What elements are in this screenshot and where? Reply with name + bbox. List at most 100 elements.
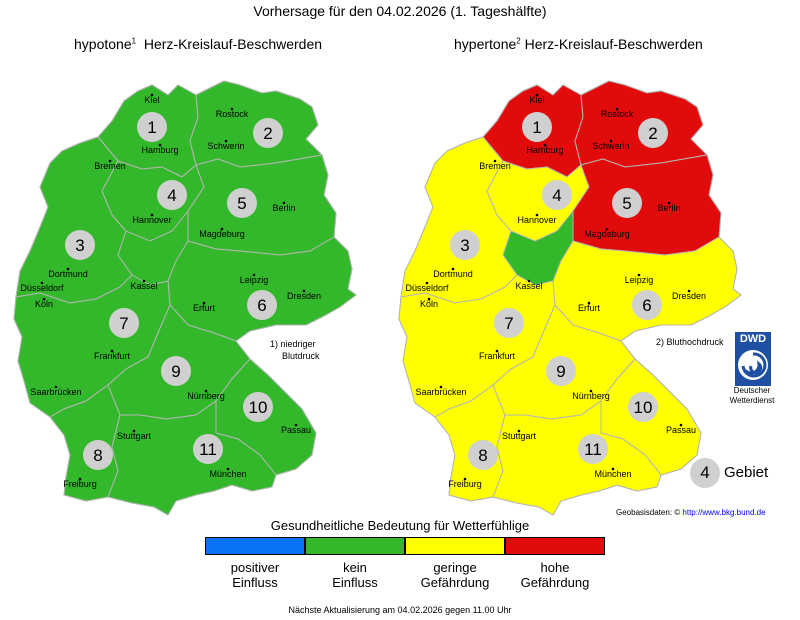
region-badge — [227, 188, 257, 218]
dwd-caption: Deutscher Wetterdienst — [712, 386, 792, 406]
city-marker — [142, 279, 146, 283]
footnote-line: Blutdruck — [282, 351, 320, 361]
city-marker — [42, 297, 46, 301]
city-marker — [132, 429, 136, 433]
region-badge — [628, 392, 658, 422]
city-marker — [495, 349, 499, 353]
city-label: Nürnberg — [187, 391, 225, 401]
legend-label-line: Gefährdung — [420, 575, 490, 590]
city-marker — [589, 389, 593, 393]
legend-label-line: hohe — [540, 560, 570, 575]
city-marker — [587, 301, 591, 305]
region-number: 5 — [237, 194, 246, 213]
region-badge — [193, 434, 223, 464]
city-marker — [637, 273, 641, 277]
dwd-swirl-icon — [738, 350, 768, 380]
city-marker — [224, 139, 228, 143]
city-label: Dortmund — [433, 269, 473, 279]
city-marker — [451, 267, 455, 271]
city-marker — [110, 349, 114, 353]
region-badge — [542, 180, 572, 210]
footnote-hypertone: 2) Bluthochdruck — [656, 337, 724, 347]
legend-label-line: geringe — [433, 560, 477, 575]
city-marker — [425, 281, 429, 285]
region-number: 6 — [642, 296, 651, 315]
city-label: Saarbrücken — [30, 387, 81, 397]
city-label: München — [594, 469, 631, 479]
city-label: München — [209, 469, 246, 479]
city-label: Nürnberg — [572, 391, 610, 401]
region-badge — [83, 440, 113, 470]
city-marker — [517, 429, 521, 433]
geodata-link[interactable]: http://www.bkg.bund.de — [682, 508, 766, 517]
city-label: Dresden — [287, 291, 321, 301]
city-marker — [230, 107, 234, 111]
city-label: Leipzig — [240, 275, 269, 285]
city-marker — [527, 279, 531, 283]
region-badge — [243, 392, 273, 422]
city-label: Magdeburg — [584, 229, 630, 239]
page-title: Vorhersage für den 04.02.2026 (1. Tagesh… — [253, 3, 547, 19]
region-badge — [494, 308, 524, 338]
legend-label: kein Einfluss — [305, 560, 405, 590]
legend-title: Gesundheitliche Bedeutung für Wetterfühl… — [270, 518, 530, 533]
city-marker — [609, 139, 613, 143]
region-number: 8 — [478, 446, 487, 465]
city-marker — [78, 477, 82, 481]
city-marker — [687, 289, 691, 293]
dwd-logo: DWD — [735, 332, 771, 386]
city-marker — [493, 159, 497, 163]
city-marker — [54, 385, 58, 389]
city-marker — [204, 389, 208, 393]
legend-swatch — [305, 537, 405, 555]
city-marker — [40, 281, 44, 285]
legend-label-line: Einfluss — [332, 575, 378, 590]
region-badge — [450, 230, 480, 260]
region-number: 10 — [249, 398, 268, 417]
region-badge — [161, 356, 191, 386]
region-badge — [522, 112, 552, 142]
region-number: 3 — [460, 236, 469, 255]
region-number: 1 — [147, 118, 156, 137]
city-marker — [252, 273, 256, 277]
geodata-credit: Geobasisdaten: © http://www.bkg.bund.de — [616, 508, 766, 517]
city-marker — [66, 267, 70, 271]
map-title-footnote-mark: 1 — [131, 36, 137, 46]
legend-label-line: Gefährdung — [520, 575, 590, 590]
region-number: 2 — [263, 124, 272, 143]
city-marker — [294, 423, 298, 427]
region-number: 2 — [648, 124, 657, 143]
region-badge — [632, 290, 662, 320]
region-number: 11 — [199, 440, 217, 459]
city-marker — [679, 423, 683, 427]
city-marker — [220, 227, 224, 231]
region-number: 9 — [556, 362, 565, 381]
geodata-label: Geobasisdaten: © — [616, 508, 681, 517]
area-key-circle: 4 — [690, 458, 720, 488]
region-number: 6 — [257, 296, 266, 315]
city-marker — [427, 297, 431, 301]
city-marker — [615, 107, 619, 111]
city-label: Stuttgart — [502, 431, 537, 441]
region-badge — [137, 112, 167, 142]
map-title-prefix: hypertone — [454, 36, 517, 52]
city-label: Bremen — [94, 161, 126, 171]
region-badge — [157, 180, 187, 210]
dwd-logo-text: DWD — [739, 333, 767, 345]
footnote-hypotone: 1) niedriger Blutdruck — [270, 338, 320, 362]
legend-label-line: Einfluss — [232, 575, 278, 590]
city-label: Schwerin — [592, 141, 629, 151]
region-badge — [253, 118, 283, 148]
region-5 — [187, 154, 337, 256]
region-badge — [612, 188, 642, 218]
dwd-caption-line: Wetterdienst — [729, 396, 775, 405]
legend-swatch — [405, 537, 505, 555]
region-number: 8 — [93, 446, 102, 465]
city-marker — [667, 201, 671, 205]
city-label: Düsseldorf — [20, 283, 64, 293]
city-label: Rostock — [216, 109, 249, 119]
legend-label: positiver Einfluss — [205, 560, 305, 590]
city-label: Düsseldorf — [405, 283, 449, 293]
city-label: Dresden — [672, 291, 706, 301]
city-label: Stuttgart — [117, 431, 152, 441]
